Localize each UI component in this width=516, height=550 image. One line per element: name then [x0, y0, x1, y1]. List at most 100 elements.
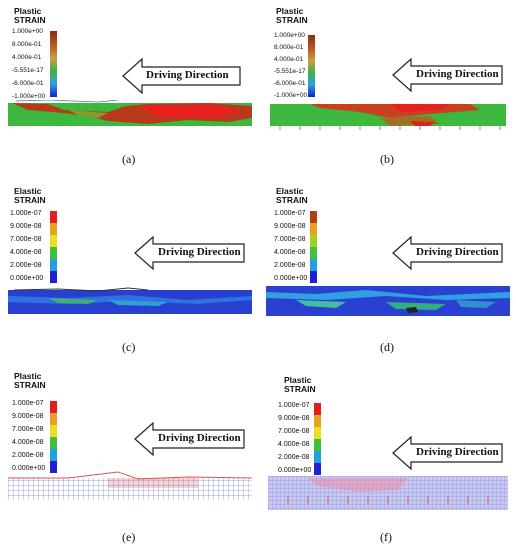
driving-direction-label: Driving Direction: [416, 246, 499, 258]
legend-title-line1: Plastic: [14, 6, 42, 16]
legend-label: 9.000e-08: [12, 413, 44, 420]
driving-direction-arrow: Driving Direction: [122, 57, 242, 95]
legend-title-line2: STRAIN: [276, 195, 308, 205]
legend-label: 7.000e-08: [274, 236, 306, 243]
legend-label: -6.000e-01: [12, 80, 44, 87]
driving-direction-arrow: Driving Direction: [392, 57, 504, 93]
legend-title-line2: STRAIN: [14, 15, 46, 25]
driving-direction-label: Driving Direction: [416, 68, 499, 80]
panel-caption: (e): [122, 530, 136, 544]
legend-label: 4.000e-08: [278, 441, 310, 448]
driving-direction-arrow: Driving Direction: [134, 421, 246, 457]
legend-color-bar: [50, 401, 57, 473]
legend-label: 9.000e-08: [10, 223, 42, 230]
panel-caption: (f): [380, 530, 392, 544]
legend-title-line2: STRAIN: [14, 380, 46, 390]
legend-color-bar: [310, 211, 317, 283]
panel-caption: (c): [122, 340, 136, 354]
legend-label: -1.000e+00: [12, 93, 46, 100]
legend-color-bar: [50, 31, 57, 97]
panel-e: Plastic STRAIN 1.000e-07 9.000e-08 7.000…: [0, 366, 258, 550]
driving-direction-arrow: Driving Direction: [134, 235, 246, 271]
mesh-grid: [268, 476, 508, 510]
legend-label: 8.000e-01: [12, 41, 42, 48]
legend-title-line1: Plastic: [14, 371, 42, 381]
legend-label: 4.000e-01: [274, 56, 304, 63]
panel-caption: (d): [380, 340, 394, 354]
legend-title-line1: Plastic: [276, 6, 304, 16]
left-arrow-icon: [122, 57, 241, 95]
driving-direction-label: Driving Direction: [158, 246, 241, 258]
legend-label: 4.000e-08: [10, 249, 42, 256]
legend-title-line1: Elastic: [276, 186, 304, 196]
left-arrow-icon: [392, 235, 503, 271]
legend-label: 0.000e+00: [274, 275, 308, 282]
driving-direction-arrow: Driving Direction: [392, 235, 504, 271]
legend-color-bar: [308, 35, 315, 97]
legend-label: 2.000e-08: [274, 262, 306, 269]
legend-label: 0.000e+00: [278, 467, 312, 474]
left-arrow-icon: [392, 435, 503, 471]
legend-title: Elastic STRAIN: [276, 187, 308, 205]
legend-label: 4.000e-08: [12, 439, 44, 446]
simulation-mesh: [8, 99, 252, 126]
left-arrow-icon: [134, 235, 245, 271]
legend-label: 1.000e+00: [12, 28, 43, 35]
legend-label: 7.000e-08: [12, 426, 44, 433]
plastic-strain-field: [270, 104, 506, 130]
legend-title: Plastic STRAIN: [284, 376, 316, 394]
elastic-strain-field: [8, 287, 252, 314]
legend-label: 9.000e-08: [274, 223, 306, 230]
legend-label: 8.000e-01: [274, 44, 304, 51]
legend-label: 1.000e-07: [12, 400, 44, 407]
legend-title: Elastic STRAIN: [14, 187, 46, 205]
left-arrow-icon: [134, 421, 245, 457]
simulation-mesh: [8, 470, 253, 500]
legend-label: 9.000e-08: [278, 415, 310, 422]
panel-c: Elastic STRAIN 1.000e-07 9.000e-08 7.000…: [0, 180, 258, 360]
legend-title: Plastic STRAIN: [276, 7, 308, 25]
legend-label: 1.000e+00: [274, 32, 305, 39]
legend-label: 1.000e-07: [10, 210, 42, 217]
simulation-mesh: [268, 476, 508, 510]
legend-label: -1.000e+00: [274, 92, 308, 99]
plastic-strain-field: [8, 99, 252, 126]
driving-direction-label: Driving Direction: [158, 432, 241, 444]
legend-label: 0.000e+00: [10, 275, 44, 282]
panel-caption: (b): [380, 152, 394, 166]
legend-title: Plastic STRAIN: [14, 7, 46, 25]
legend-label: -5.551e-17: [12, 67, 44, 74]
panel-d: Elastic STRAIN 1.000e-07 9.000e-08 7.000…: [258, 180, 516, 360]
mesh-grid: [8, 471, 253, 500]
legend-title-line1: Plastic: [284, 375, 312, 385]
simulation-mesh: [266, 286, 510, 316]
panel-caption: (a): [122, 152, 136, 166]
simulation-mesh: [270, 104, 506, 132]
panel-b: Plastic STRAIN 1.000e+00 8.000e-01 4.000…: [258, 0, 516, 180]
legend-label: 4.000e-01: [12, 54, 42, 61]
left-arrow-icon: [392, 57, 503, 93]
legend-title-line2: STRAIN: [14, 195, 46, 205]
legend-label: 7.000e-08: [10, 236, 42, 243]
legend-label: 1.000e-07: [278, 402, 310, 409]
driving-direction-label: Driving Direction: [146, 69, 229, 81]
legend-label: 1.000e-07: [274, 210, 306, 217]
legend-label: -6.000e-01: [274, 80, 306, 87]
legend-label: 2.000e-08: [10, 262, 42, 269]
legend-label: -5.551e-17: [274, 68, 306, 75]
legend-label: 4.000e-08: [274, 249, 306, 256]
legend-color-bar: [50, 211, 57, 283]
driving-direction-label: Driving Direction: [416, 446, 499, 458]
elastic-strain-field: [266, 286, 510, 316]
legend-color-bar: [314, 403, 321, 475]
panel-f: Plastic STRAIN 1.000e-07 9.000e-08 7.000…: [258, 366, 516, 550]
legend-label: 2.000e-08: [278, 454, 310, 461]
legend-title-line2: STRAIN: [276, 15, 308, 25]
legend-label: 2.000e-08: [12, 452, 44, 459]
driving-direction-arrow: Driving Direction: [392, 435, 504, 471]
panel-a: Plastic STRAIN 1.000e+00 8.000e-01 4.000…: [0, 0, 258, 180]
legend-title-line2: STRAIN: [284, 384, 316, 394]
legend-label: 7.000e-08: [278, 428, 310, 435]
legend-title: Plastic STRAIN: [14, 372, 46, 390]
legend-label: 0.000e+00: [12, 465, 46, 472]
